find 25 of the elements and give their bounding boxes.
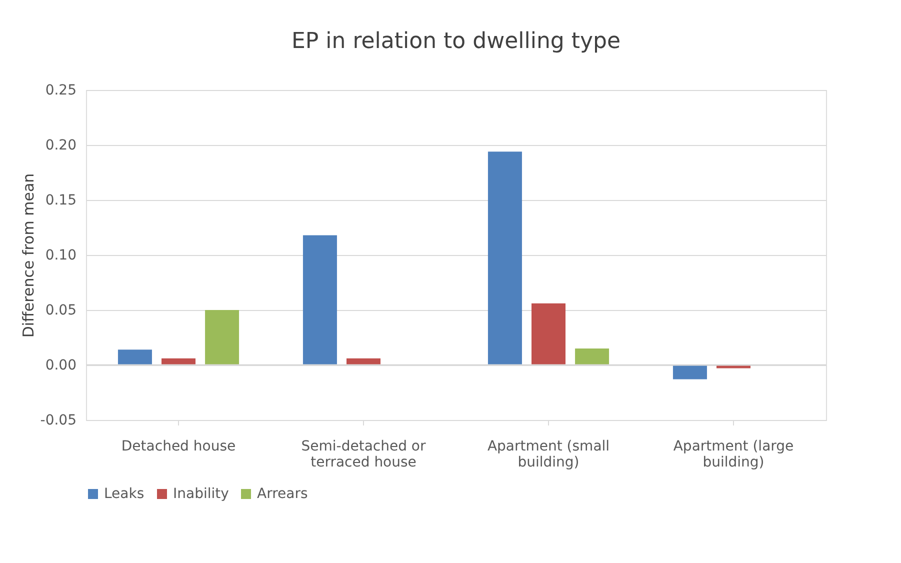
bar xyxy=(346,358,380,365)
y-tick-label: 0.10 xyxy=(45,248,76,264)
y-tick-label: 0.00 xyxy=(45,358,76,374)
bar xyxy=(162,358,196,365)
y-tick-label: 0.15 xyxy=(45,192,76,208)
bar xyxy=(575,348,610,365)
y-tick-label: 0.20 xyxy=(45,138,76,154)
bar xyxy=(532,303,566,365)
x-tick-label: Semi-detached or terraced house xyxy=(301,438,426,470)
legend-label: Inability xyxy=(173,486,229,502)
bar xyxy=(302,235,337,365)
y-tick-label: 0.05 xyxy=(45,302,76,318)
chart-title: EP in relation to dwelling type xyxy=(292,29,620,54)
y-tick-label: 0.25 xyxy=(45,82,76,98)
x-tick-label: Apartment (small building) xyxy=(487,438,610,470)
bar xyxy=(672,365,707,380)
bar xyxy=(118,350,152,365)
bar xyxy=(488,152,522,365)
bar xyxy=(205,310,240,365)
legend-label: Leaks xyxy=(104,486,144,502)
x-tick-label: Apartment (large building) xyxy=(673,438,794,470)
y-tick-label: -0.05 xyxy=(40,412,76,428)
y-axis-title: Difference from mean xyxy=(19,173,38,338)
x-tick-label: Detached house xyxy=(121,438,236,454)
legend-label: Arrears xyxy=(257,486,308,502)
